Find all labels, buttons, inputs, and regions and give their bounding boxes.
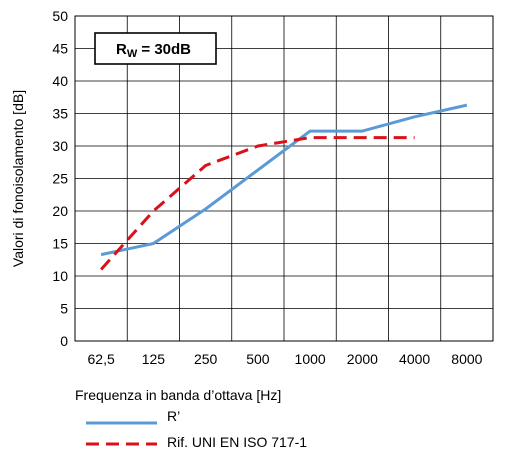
plot-frame [74,15,494,342]
rw-annotation-sub: W [127,48,138,60]
y-tick-label: 35 [52,106,68,122]
y-tick-label: 30 [52,138,68,154]
y-tick-label: 40 [52,73,68,89]
y-tick-label: 20 [52,203,68,219]
x-tick-label: 62,5 [88,351,115,367]
y-axis: 0 5 10 15 20 25 30 35 40 45 50 [52,8,68,349]
legend-label-r: R’ [167,408,180,424]
y-tick-label: 5 [60,301,68,317]
legend-item-reference: Rif. UNI EN ISO 717-1 [86,434,307,450]
x-axis: 62,5 125 250 500 1000 2000 4000 8000 [88,351,483,367]
series-layer [99,103,468,271]
y-tick-label: 50 [52,8,68,24]
x-axis-label: Frequenza in banda d’ottava [Hz] [75,387,281,403]
y-tick-label: 45 [52,41,68,57]
series-line-reference [99,136,415,271]
x-tick-label: 250 [194,351,218,367]
series-line-r [100,103,468,257]
legend: R’ Rif. UNI EN ISO 717-1 [86,408,307,450]
x-tick-label: 125 [142,351,166,367]
x-tick-label: 500 [246,351,270,367]
rw-annotation-main: R [116,41,127,58]
legend-label-reference: Rif. UNI EN ISO 717-1 [167,434,307,450]
x-tick-label: 4000 [399,351,430,367]
y-tick-label: 15 [52,236,68,252]
rw-annotation: RW = 30dB [94,32,217,65]
rw-annotation-rest: = 30dB [137,41,191,58]
y-tick-label: 25 [52,171,68,187]
x-tick-label: 8000 [451,351,482,367]
y-tick-label: 10 [52,268,68,284]
rw-annotation-box [94,32,217,65]
x-tick-label: 2000 [347,351,378,367]
legend-item-r: R’ [86,408,180,425]
y-tick-label: 0 [60,333,68,349]
y-axis-label: Valori di fonoisolamento [dB] [10,90,26,267]
x-tick-label: 1000 [295,351,326,367]
rw-annotation-text: RW = 30dB [116,41,191,60]
